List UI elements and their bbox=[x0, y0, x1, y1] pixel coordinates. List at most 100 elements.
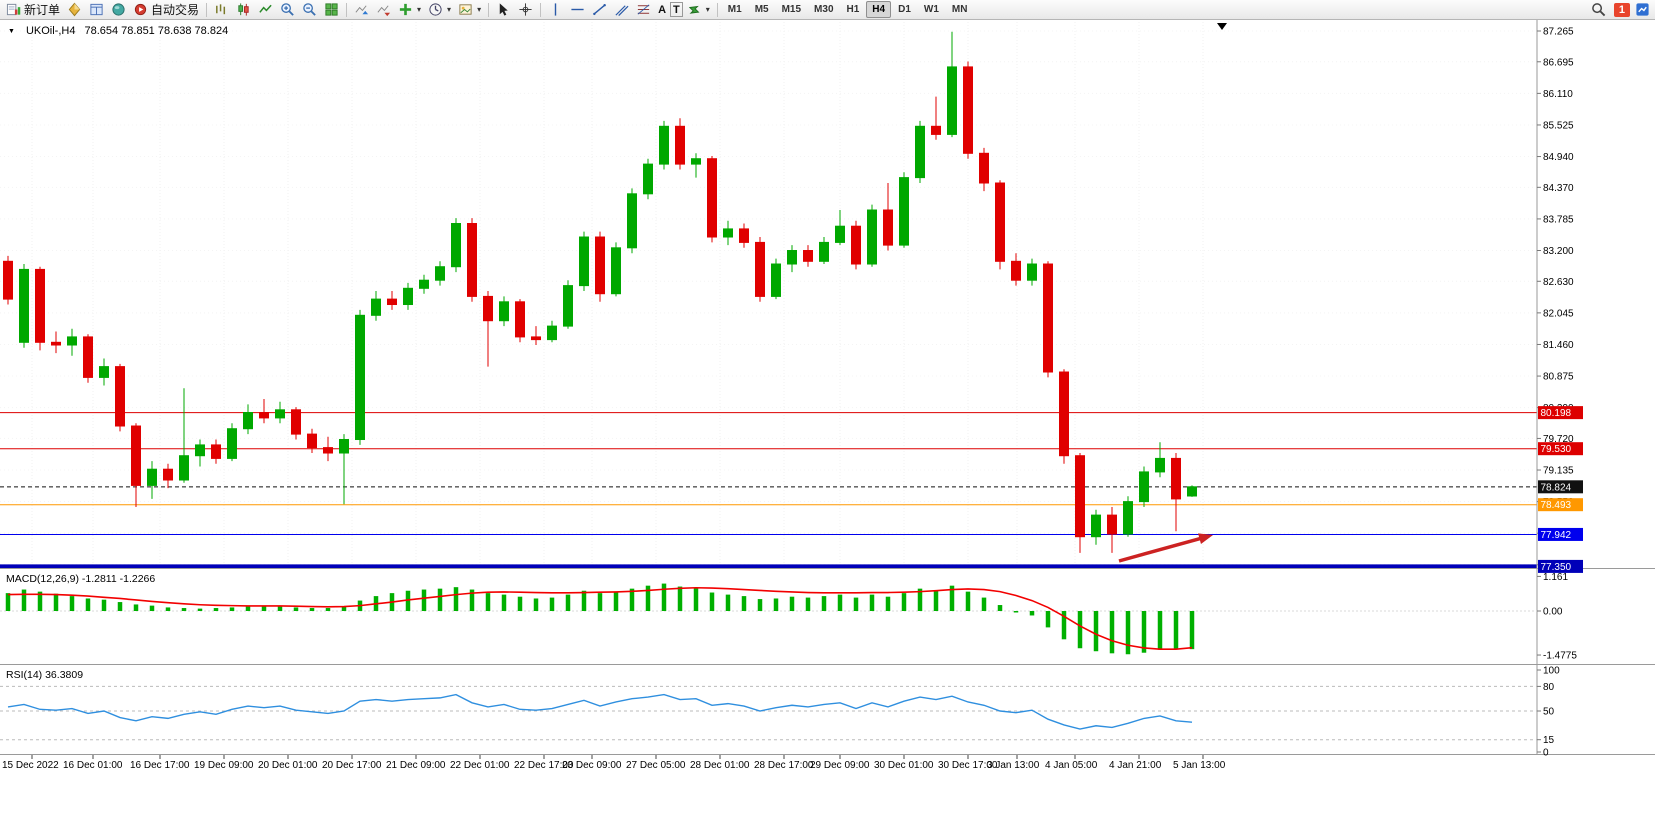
line-chart-type-button[interactable] bbox=[255, 1, 276, 19]
data-window-button[interactable] bbox=[86, 1, 107, 19]
timeframe-m30-button[interactable]: M30 bbox=[814, 4, 834, 15]
rsi-axis-label: 80 bbox=[1543, 682, 1555, 693]
market-watch-icon bbox=[68, 2, 81, 17]
price-label: 84.940 bbox=[1543, 152, 1574, 163]
price-badge-80.198 bbox=[1538, 406, 1583, 420]
price-badge-78.824 bbox=[1538, 480, 1583, 494]
candle-body bbox=[83, 336, 93, 378]
trend-arrow-annotation[interactable] bbox=[1118, 533, 1213, 563]
fibonacci-icon bbox=[637, 4, 650, 15]
trendline-tool-button[interactable] bbox=[589, 1, 610, 19]
candles[interactable] bbox=[3, 31, 1197, 553]
candle-body bbox=[515, 301, 525, 338]
clock-icon bbox=[429, 3, 442, 16]
ohlc-values: 78.654 78.851 78.638 78.824 bbox=[84, 25, 229, 37]
fibonacci-tool-button[interactable] bbox=[633, 1, 654, 19]
time-label: 4 Jan 05:00 bbox=[1045, 760, 1098, 771]
text-tool-label: A bbox=[658, 3, 667, 16]
time-label: 28 Dec 01:00 bbox=[690, 760, 750, 771]
time-label: 30 Dec 01:00 bbox=[874, 760, 934, 771]
candle-body bbox=[1075, 455, 1085, 538]
candle-body bbox=[467, 223, 477, 297]
auto-trading-button[interactable]: 自动交易 bbox=[130, 1, 202, 19]
arrow-objects-icon bbox=[688, 5, 700, 14]
time-label: 20 Dec 17:00 bbox=[322, 760, 382, 771]
candle-body bbox=[275, 409, 285, 419]
new-order-button[interactable]: 新订单 bbox=[3, 1, 63, 19]
tile-windows-button[interactable] bbox=[321, 1, 342, 19]
symbol-dropdown-icon[interactable] bbox=[8, 25, 17, 37]
navigator-icon bbox=[112, 3, 125, 16]
channel-tool-button[interactable] bbox=[611, 1, 632, 19]
auto-scroll-button[interactable] bbox=[351, 1, 372, 19]
zoom-out-button[interactable] bbox=[299, 1, 320, 19]
timeframe-h1-button[interactable]: H1 bbox=[846, 4, 860, 15]
candle-body bbox=[1123, 501, 1133, 535]
time-label: 20 Dec 01:00 bbox=[258, 760, 318, 771]
chart-title-bar: UKOil-,H4 78.654 78.851 78.638 78.824 bbox=[8, 25, 228, 37]
chart-shift-icon bbox=[377, 5, 391, 17]
candle-body bbox=[1171, 457, 1181, 500]
candle-body bbox=[339, 439, 349, 454]
candlestick-chart-type-button[interactable] bbox=[233, 1, 254, 19]
price-badge-78.493 bbox=[1538, 498, 1583, 512]
macd-label: MACD(12,26,9) -1.2811 -1.2266 bbox=[6, 573, 156, 585]
crosshair-tool-button[interactable] bbox=[515, 1, 536, 19]
add-indicator-icon bbox=[399, 3, 412, 16]
vertical-line-tool-button[interactable] bbox=[545, 1, 566, 19]
zoom-in-button[interactable] bbox=[277, 1, 298, 19]
price-label: 83.785 bbox=[1543, 214, 1574, 225]
time-label: 22 Dec 17:00 bbox=[514, 760, 574, 771]
candle-body bbox=[483, 295, 493, 322]
arrows-tool-button[interactable] bbox=[684, 1, 713, 19]
symbol-period-label: UKOil-,H4 bbox=[25, 25, 76, 37]
text-tool-button[interactable]: A bbox=[655, 1, 669, 19]
candle-body bbox=[739, 228, 749, 243]
data-window-icon bbox=[90, 3, 103, 16]
bar-chart-type-button[interactable] bbox=[211, 1, 232, 19]
timeframe-h4-button[interactable]: H4 bbox=[866, 1, 892, 18]
time-label: 19 Dec 09:00 bbox=[194, 760, 254, 771]
line-chart-icon bbox=[259, 4, 272, 13]
candle-body bbox=[867, 209, 877, 265]
indicators-button[interactable] bbox=[395, 1, 424, 19]
chart-shift-button[interactable] bbox=[373, 1, 394, 19]
label-tool-button[interactable]: T bbox=[670, 2, 683, 17]
market-watch-button[interactable] bbox=[64, 1, 85, 19]
time-label: 23 Dec 09:00 bbox=[562, 760, 622, 771]
candle-body bbox=[611, 247, 621, 295]
notification-badge[interactable]: 1 bbox=[1613, 2, 1630, 17]
candle-body bbox=[387, 298, 397, 306]
price-axis[interactable]: 87.265 86.695 86.110 85.525 84.940 84.370 83.7… bbox=[1537, 27, 1583, 573]
timeframe-m15-button[interactable]: M15 bbox=[781, 4, 802, 15]
timeframe-m5-button[interactable]: M5 bbox=[754, 4, 769, 15]
candle-body bbox=[419, 279, 429, 289]
timeframe-m1-button[interactable]: M1 bbox=[727, 4, 742, 15]
candle-body bbox=[291, 409, 301, 435]
navigator-button[interactable] bbox=[108, 1, 129, 19]
templates-button[interactable] bbox=[455, 1, 484, 19]
search-button[interactable] bbox=[1588, 1, 1609, 19]
candle-body bbox=[451, 223, 461, 268]
candle-body bbox=[819, 241, 829, 262]
cursor-tool-button[interactable] bbox=[493, 1, 514, 19]
candle-body bbox=[675, 125, 685, 165]
timeframe-w1-button[interactable]: W1 bbox=[923, 4, 939, 15]
macd-signal-line bbox=[7, 586, 1193, 650]
timeframe-mn-button[interactable]: MN bbox=[951, 4, 968, 15]
app-corner-icon[interactable] bbox=[1635, 2, 1650, 17]
time-label: 28 Dec 17:00 bbox=[754, 760, 814, 771]
shift-marker-icon[interactable] bbox=[1217, 23, 1227, 30]
toolbar-separator bbox=[488, 2, 490, 17]
periods-button[interactable] bbox=[425, 1, 454, 19]
price-badge-label: 78.824 bbox=[1541, 482, 1572, 493]
price-badge-label: 80.198 bbox=[1541, 408, 1572, 419]
time-label: 15 Dec 2022 bbox=[2, 760, 59, 771]
horizontal-line-tool-button[interactable] bbox=[567, 1, 588, 19]
candle-body bbox=[531, 336, 541, 341]
price-label: 79.720 bbox=[1543, 434, 1574, 445]
timeframe-d1-button[interactable]: D1 bbox=[898, 4, 911, 15]
toolbar-separator bbox=[206, 2, 208, 17]
